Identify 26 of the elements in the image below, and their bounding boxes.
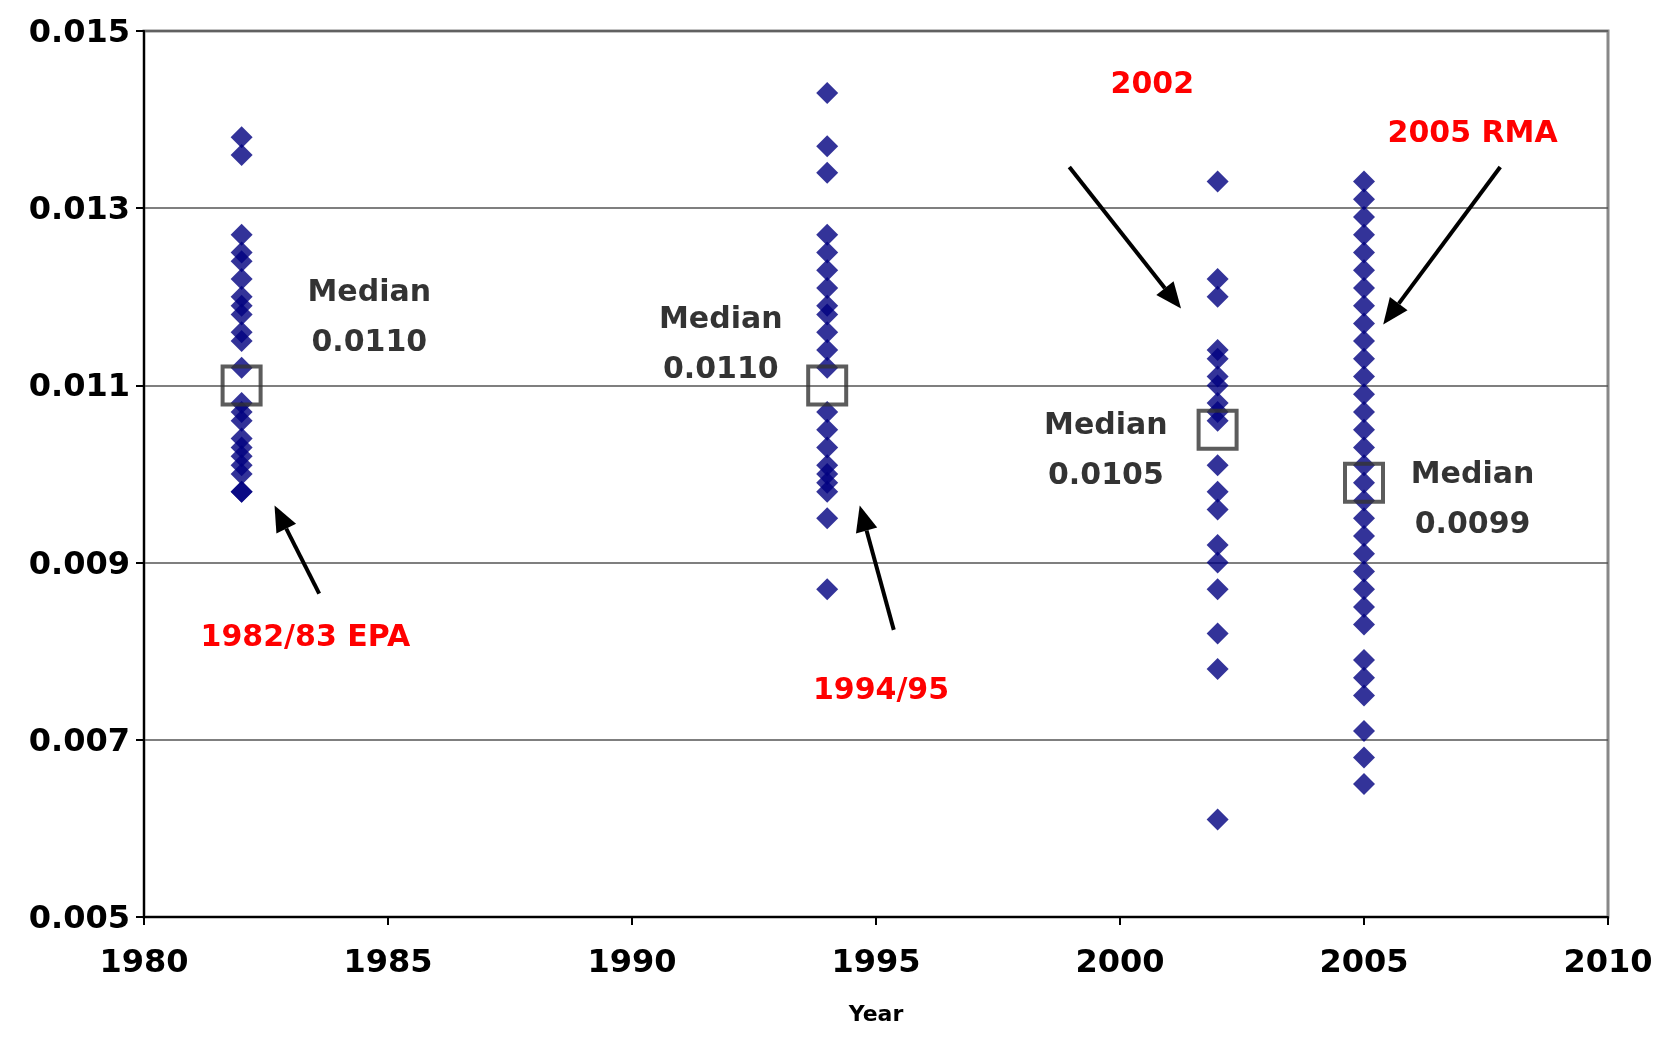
- annotation: 1982/83 EPA: [200, 617, 411, 653]
- x-axis-title: Year: [847, 1000, 904, 1026]
- y-tick-label: 0.011: [28, 366, 130, 405]
- point: [1196, 408, 1239, 451]
- y-tick-label: 0.013: [28, 189, 130, 228]
- x-tick-label: 2005: [1319, 942, 1409, 980]
- data-label: Median 0.0110: [659, 300, 783, 386]
- x-tick-label: 1995: [831, 942, 921, 980]
- point: [1343, 461, 1385, 504]
- x-tick-label: 2010: [1563, 942, 1653, 980]
- annotation: 2002: [1110, 65, 1195, 101]
- data-label: Median 0.0099: [1410, 455, 1535, 541]
- y-tick-label: 0.015: [28, 12, 130, 50]
- annotation: 1994/95: [812, 670, 950, 706]
- point: [220, 364, 263, 407]
- annotation: 2005 RMA: [1387, 114, 1559, 150]
- x-tick-label: 1980: [99, 942, 189, 980]
- y-tick-label: 0.009: [28, 543, 130, 582]
- y-tick-label: 0.005: [28, 898, 130, 936]
- x-tick-label: 1985: [343, 942, 433, 980]
- x-tick-label: 1990: [587, 942, 677, 980]
- point: [806, 364, 849, 407]
- data-label: Median 0.0110: [307, 272, 432, 358]
- y-tick-label: 0.007: [28, 720, 130, 759]
- data-label: Median 0.0105: [1044, 406, 1168, 492]
- x-tick-label: 2000: [1075, 942, 1165, 980]
